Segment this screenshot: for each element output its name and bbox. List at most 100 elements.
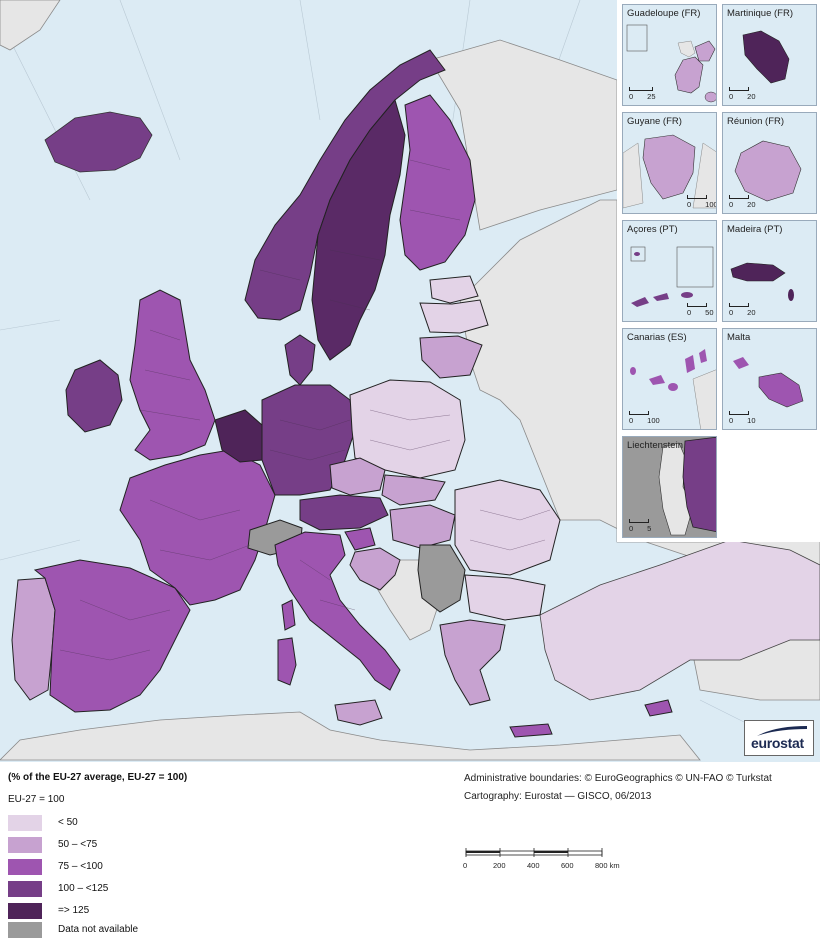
inset-madeira: Madeira (PT) 0 20 bbox=[722, 220, 817, 322]
sicily bbox=[334, 699, 383, 726]
legend-item: 75 – <100 bbox=[8, 859, 308, 876]
cyprus bbox=[644, 699, 673, 717]
martinique-shape bbox=[742, 30, 790, 84]
ireland bbox=[65, 359, 123, 433]
map-area: Guadeloupe (FR) 0 25 Martinique (FR) 0 20 … bbox=[0, 0, 820, 762]
legend-label: Data not available bbox=[58, 924, 139, 935]
bulgaria bbox=[464, 574, 546, 621]
acores-shape bbox=[630, 246, 714, 307]
legend-label: 75 – <100 bbox=[58, 861, 103, 872]
inset-title: Açores (PT) bbox=[627, 224, 678, 235]
legend-swatch bbox=[8, 922, 42, 938]
scale-bar-graphic bbox=[465, 848, 603, 857]
inset-martinique: Martinique (FR) 0 20 bbox=[722, 4, 817, 106]
legend-item: 100 – <125 bbox=[8, 881, 308, 898]
legend-label: 50 – <75 bbox=[58, 839, 98, 850]
inset-title: Guyane (FR) bbox=[627, 116, 682, 127]
inset-title: Malta bbox=[727, 332, 751, 343]
scale-tick: 0 bbox=[463, 861, 468, 870]
canarias-shape bbox=[630, 349, 716, 429]
guadeloupe-shape bbox=[626, 24, 716, 103]
finland bbox=[399, 94, 476, 271]
romania bbox=[454, 479, 561, 576]
scale-tick: 600 bbox=[561, 861, 574, 870]
hungary bbox=[389, 504, 456, 549]
scale-bar: 0 200 400 600 800 km bbox=[463, 845, 625, 875]
inset-title: Liechtenstein bbox=[627, 440, 683, 451]
iceland bbox=[44, 111, 153, 173]
legend-item: Data not available bbox=[8, 922, 308, 939]
inset-scale: 0 50 bbox=[687, 303, 714, 317]
legend-title: (% of the EU-27 average, EU-27 = 100) bbox=[8, 772, 188, 783]
estonia bbox=[429, 275, 479, 304]
guyane-shape bbox=[623, 134, 716, 209]
scale-tick: 400 bbox=[527, 861, 540, 870]
cartography-credit: Cartography: Eurostat — GISCO, 06/2013 bbox=[464, 791, 652, 802]
inset-scale: 0 10 bbox=[729, 411, 756, 425]
croatia bbox=[349, 547, 401, 591]
nuts-region-lines bbox=[59, 159, 551, 661]
inset-scale: 0 100 bbox=[687, 195, 716, 209]
scale-tick: 800 km bbox=[595, 861, 620, 870]
legend-label: 100 – <125 bbox=[58, 883, 109, 894]
italy bbox=[274, 531, 401, 691]
inset-malta: Malta 0 10 bbox=[722, 328, 817, 430]
lithuania bbox=[419, 335, 483, 379]
legend-swatch bbox=[8, 815, 42, 831]
inset-reunion: Réunion (FR) 0 20 bbox=[722, 112, 817, 214]
inset-title: Canarias (ES) bbox=[627, 332, 687, 343]
europe-choropleth-map bbox=[0, 0, 820, 761]
corsica bbox=[281, 599, 296, 631]
great-britain bbox=[129, 289, 216, 461]
inset-scale: 0 20 bbox=[729, 195, 756, 209]
legend-swatch bbox=[8, 837, 42, 853]
inset-guadeloupe: Guadeloupe (FR) 0 25 bbox=[622, 4, 717, 106]
madeira-shape bbox=[730, 262, 794, 301]
norway bbox=[244, 49, 446, 321]
reunion-shape bbox=[734, 140, 802, 202]
serbia bbox=[417, 544, 466, 613]
inset-scale: 0 20 bbox=[729, 87, 756, 101]
legend-item: < 50 bbox=[8, 815, 308, 832]
inset-acores: Açores (PT) 0 50 bbox=[622, 220, 717, 322]
liechtenstein-shape bbox=[658, 437, 716, 536]
inset-scale: 0 25 bbox=[629, 87, 656, 101]
spain bbox=[33, 559, 191, 713]
sardinia bbox=[277, 637, 297, 686]
inset-title: Guadeloupe (FR) bbox=[627, 8, 701, 19]
slovakia bbox=[381, 474, 446, 506]
legend-swatch bbox=[8, 881, 42, 897]
inset-title: Martinique (FR) bbox=[727, 8, 793, 19]
eurostat-logo: eurostat bbox=[744, 720, 814, 756]
legend-item: 50 – <75 bbox=[8, 837, 308, 854]
norway-north-russia bbox=[429, 39, 618, 231]
czechia bbox=[329, 457, 386, 496]
iceland-greenland-tip bbox=[0, 0, 61, 51]
inset-title: Réunion (FR) bbox=[727, 116, 785, 127]
malta-shape bbox=[733, 357, 804, 408]
france bbox=[119, 449, 276, 606]
poland bbox=[349, 379, 466, 479]
legend-label: => 125 bbox=[58, 905, 90, 916]
inset-title: Madeira (PT) bbox=[727, 224, 783, 235]
denmark bbox=[284, 334, 316, 386]
logo-text: eurostat bbox=[751, 735, 804, 751]
turkey bbox=[539, 539, 820, 701]
inset-scale: 0 100 bbox=[629, 411, 660, 425]
latvia bbox=[419, 299, 489, 334]
logo-swoosh-icon bbox=[757, 726, 807, 736]
inset-scale: 0 20 bbox=[729, 303, 756, 317]
north-africa bbox=[0, 711, 701, 761]
slovenia bbox=[344, 527, 376, 551]
scale-tick: 200 bbox=[493, 861, 506, 870]
legend-label: < 50 bbox=[58, 817, 78, 828]
legend-swatch bbox=[8, 903, 42, 919]
legend-swatch bbox=[8, 859, 42, 875]
inset-canarias: Canarias (ES) 0 100 bbox=[622, 328, 717, 430]
greece bbox=[439, 619, 506, 706]
portugal bbox=[11, 577, 56, 701]
sweden bbox=[311, 98, 406, 361]
legend-item: => 125 bbox=[8, 903, 308, 920]
